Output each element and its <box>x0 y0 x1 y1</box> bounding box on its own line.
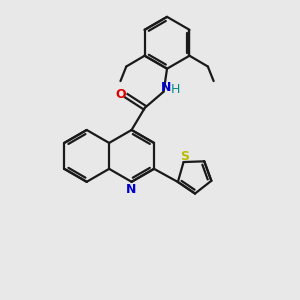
Text: H: H <box>171 83 180 96</box>
Text: S: S <box>181 150 190 163</box>
Text: N: N <box>126 183 136 196</box>
Text: N: N <box>161 81 171 94</box>
Text: O: O <box>116 88 126 101</box>
